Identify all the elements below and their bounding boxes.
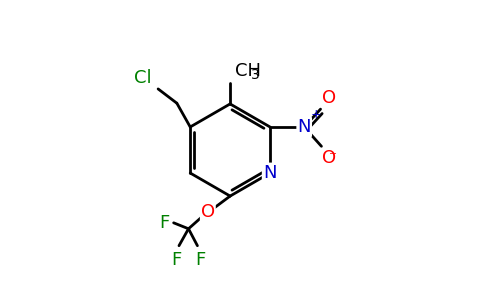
Text: CH: CH (235, 62, 261, 80)
Text: +: + (310, 108, 321, 121)
Text: O: O (322, 149, 336, 167)
Text: F: F (171, 251, 181, 269)
Text: N: N (298, 118, 311, 136)
Text: 3: 3 (251, 68, 260, 82)
Text: ⁻: ⁻ (329, 149, 337, 164)
Text: F: F (159, 214, 169, 232)
Text: O: O (201, 203, 215, 221)
Text: N: N (263, 164, 277, 182)
Text: O: O (322, 89, 336, 107)
Text: Cl: Cl (134, 69, 151, 87)
Text: F: F (195, 251, 206, 269)
